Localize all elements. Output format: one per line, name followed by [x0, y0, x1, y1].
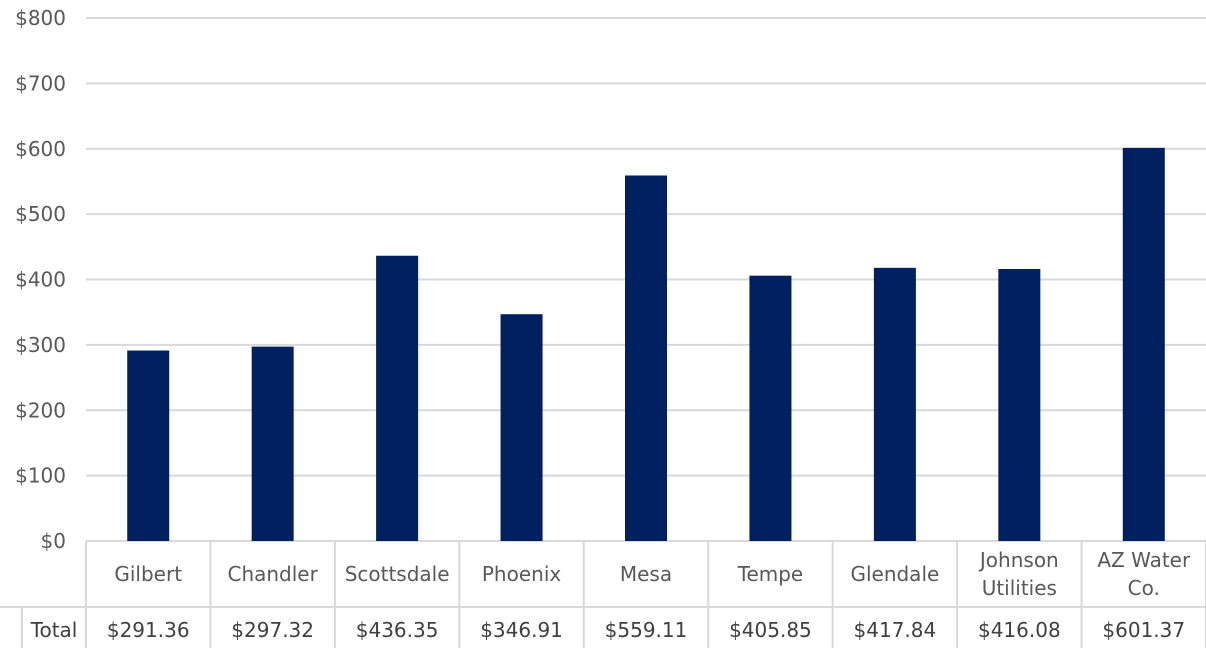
y-tick-label: $0	[41, 529, 66, 553]
data-value-label: $601.37	[1102, 618, 1185, 642]
data-value-label: $297.32	[231, 618, 314, 642]
data-value-label: $436.35	[356, 618, 439, 642]
bar	[1122, 147, 1165, 541]
category-label: AZ Water	[1097, 548, 1191, 572]
data-value-label: $417.84	[854, 618, 937, 642]
y-tick-label: $500	[15, 202, 66, 226]
bar	[127, 350, 170, 541]
bar	[500, 314, 543, 541]
y-tick-label: $400	[15, 268, 66, 292]
category-label: Johnson	[978, 548, 1059, 572]
y-tick-label: $300	[15, 333, 66, 357]
bar	[998, 268, 1041, 541]
bar	[376, 255, 419, 541]
series-name: Total	[30, 618, 78, 642]
bar	[625, 175, 667, 541]
category-label: Tempe	[737, 562, 804, 586]
category-label: Gilbert	[114, 562, 182, 586]
data-value-label: $291.36	[107, 618, 190, 642]
data-value-label: $416.08	[978, 618, 1061, 642]
category-label: Chandler	[227, 562, 318, 586]
category-label: Mesa	[620, 562, 672, 586]
data-value-label: $405.85	[729, 618, 812, 642]
bars	[127, 147, 1165, 541]
bar	[873, 267, 916, 541]
category-label: Glendale	[850, 562, 939, 586]
category-label: Utilities	[982, 576, 1057, 600]
category-label: Co.	[1128, 576, 1160, 600]
y-tick-label: $800	[15, 6, 66, 30]
y-axis-ticks: $0 $100 $200 $300 $400 $500 $600 $700 $800	[15, 6, 66, 553]
bar	[251, 346, 294, 541]
category-label: Scottsdale	[345, 562, 450, 586]
y-tick-label: $700	[15, 71, 66, 95]
bar	[749, 275, 792, 541]
y-tick-label: $200	[15, 398, 66, 422]
data-table: Gilbert Chandler Scottsdale Phoenix Mesa Temp…	[0, 541, 1206, 648]
y-tick-label: $600	[15, 137, 66, 161]
data-value-label: $346.91	[480, 618, 563, 642]
category-label: Phoenix	[482, 562, 562, 586]
y-tick-label: $100	[15, 464, 66, 488]
data-value-label: $559.11	[605, 618, 688, 642]
